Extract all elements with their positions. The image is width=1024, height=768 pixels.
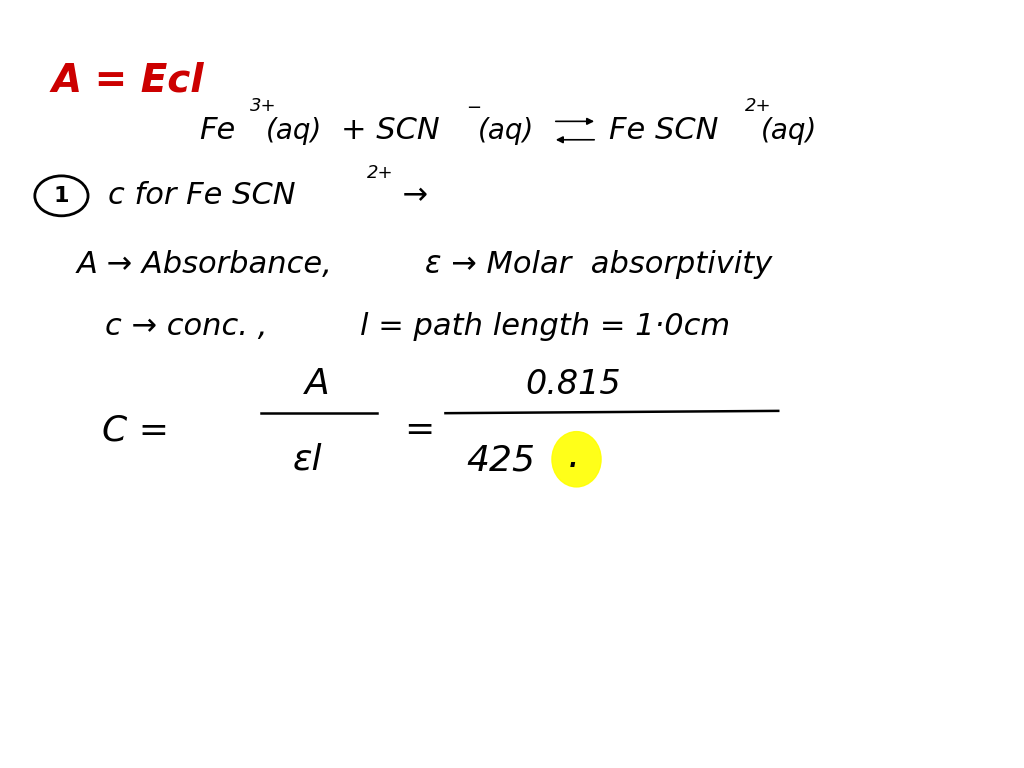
Text: .: . <box>567 437 580 475</box>
Text: c → conc. ,: c → conc. , <box>105 312 268 341</box>
Text: 0.815: 0.815 <box>525 368 622 400</box>
Text: Fe SCN: Fe SCN <box>609 116 719 145</box>
Text: ε → Molar  absorptivity: ε → Molar absorptivity <box>425 250 772 280</box>
Text: (aq): (aq) <box>761 117 817 144</box>
Text: C =: C = <box>102 413 169 447</box>
Text: (aq): (aq) <box>266 117 323 144</box>
Text: + SCN: + SCN <box>341 116 439 145</box>
Text: →: → <box>383 181 428 210</box>
Text: εl: εl <box>293 442 322 476</box>
Text: 1: 1 <box>53 186 70 206</box>
Text: l = path length = 1·0cm: l = path length = 1·0cm <box>360 312 730 341</box>
Text: 3+: 3+ <box>250 97 276 115</box>
Text: −: − <box>466 98 481 117</box>
Text: A = Ecl: A = Ecl <box>51 61 204 100</box>
Text: (aq): (aq) <box>478 117 535 144</box>
Text: Fe: Fe <box>200 116 236 145</box>
Ellipse shape <box>552 432 601 487</box>
Text: c for Fe SCN: c for Fe SCN <box>108 181 295 210</box>
Text: A: A <box>305 367 330 401</box>
Text: =: = <box>404 413 435 447</box>
Text: 425: 425 <box>466 444 535 478</box>
Text: A → Absorbance,: A → Absorbance, <box>77 250 333 280</box>
Text: 2+: 2+ <box>367 164 393 182</box>
Text: 2+: 2+ <box>744 97 771 115</box>
